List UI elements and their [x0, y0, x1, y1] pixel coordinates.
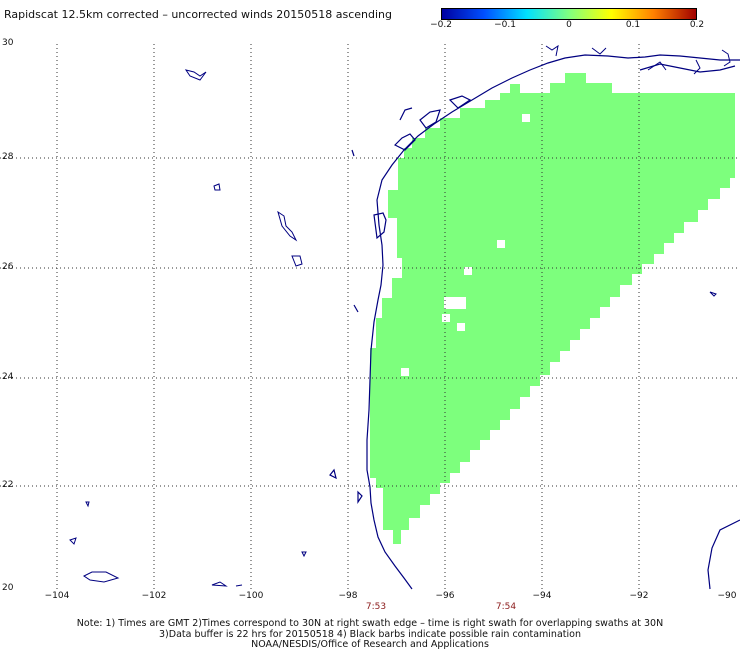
colorbar-tick: 0.2 [689, 20, 705, 30]
colorbar [441, 8, 697, 20]
lat-tick: 26 [2, 262, 14, 272]
inland-water [69, 44, 731, 587]
swath-gap [497, 240, 505, 248]
swath-gap [370, 478, 376, 488]
swath-time-label: 7:53 [365, 602, 387, 612]
lat-tick: 30 [2, 38, 14, 48]
swath-time-label: 7:54 [495, 602, 517, 612]
swath-gap [444, 297, 466, 309]
footnote: Note: 1) Times are GMT 2)Times correspon… [76, 618, 664, 629]
swath-gap [457, 323, 465, 331]
lon-tick: −92 [629, 591, 649, 601]
lat-tick: 28 [2, 152, 14, 162]
lon-tick: −94 [532, 591, 552, 601]
lat-tick: 20 [2, 583, 14, 593]
lon-tick: −104 [44, 591, 70, 601]
wind-difference-swath [370, 73, 735, 544]
lat-lon-grid [0, 44, 740, 589]
swath-gap [522, 114, 530, 122]
lat-tick: 22 [2, 480, 14, 490]
lon-tick: −102 [141, 591, 167, 601]
swath-gap [401, 368, 409, 376]
coastline [329, 54, 740, 590]
colorbar-tick: −0.1 [494, 20, 516, 30]
lon-tick: −96 [435, 591, 455, 601]
colorbar-tick: 0.1 [625, 20, 641, 30]
lon-tick: −98 [338, 591, 358, 601]
colorbar-tick: 0 [566, 20, 572, 30]
lon-tick: −90 [717, 591, 737, 601]
credit: NOAA/NESDIS/Office of Research and Appli… [251, 639, 489, 650]
swath-gap [464, 267, 472, 275]
colorbar-tick: −0.2 [430, 20, 452, 30]
map-title: Rapidscat 12.5km corrected – uncorrected… [4, 8, 393, 21]
lon-tick: −100 [238, 591, 264, 601]
lat-tick: 24 [2, 372, 14, 382]
swath-gap [442, 314, 450, 322]
footnote: 3)Data buffer is 22 hrs for 20150518 4) … [159, 629, 581, 640]
